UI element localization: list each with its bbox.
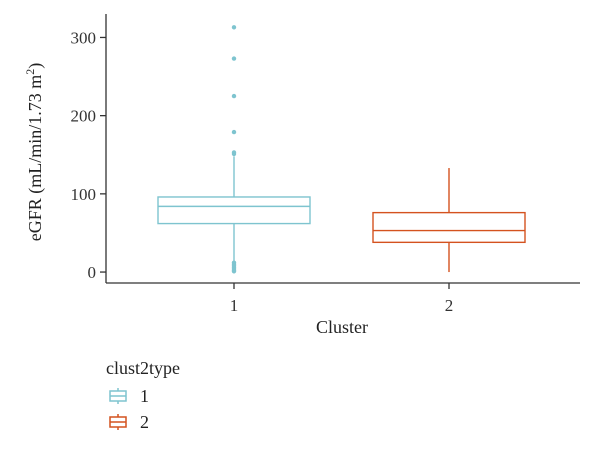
- x-tick-label: 2: [445, 296, 454, 315]
- legend-title: clust2type: [106, 358, 180, 378]
- y-tick-label: 200: [71, 107, 97, 126]
- y-tick-label: 100: [71, 185, 97, 204]
- y-tick-label: 300: [71, 28, 97, 47]
- box-cluster-1: [157, 25, 311, 274]
- outlier-point: [231, 269, 237, 274]
- legend: clust2type 1 2: [106, 358, 180, 435]
- y-axis-title: eGFR (mL/min/1.73 m2): [23, 63, 46, 242]
- y-axis-title-superscript: 2: [23, 69, 37, 75]
- box: [157, 196, 311, 225]
- box: [372, 211, 526, 244]
- legend-label-1: 1: [140, 385, 149, 406]
- outlier-point: [231, 151, 237, 157]
- y-axis: 0 100 200 300: [71, 14, 107, 283]
- outlier-point: [231, 93, 237, 99]
- x-tick-label: 1: [230, 296, 239, 315]
- y-tick-label: 0: [88, 263, 97, 282]
- outlier-point: [231, 56, 237, 61]
- y-axis-title-close: ): [25, 63, 46, 69]
- x-axis-title: Cluster: [316, 317, 368, 337]
- outlier-point: [231, 25, 237, 30]
- legend-item-2: 2: [106, 409, 180, 435]
- boxes: [157, 25, 526, 274]
- legend-key-2-icon: [109, 414, 127, 430]
- legend-key-1-icon: [109, 388, 127, 404]
- y-axis-title-main: eGFR (mL/min/1.73 m: [25, 75, 46, 242]
- outlier-point: [231, 129, 237, 135]
- legend-item-1: 1: [106, 383, 180, 409]
- box-cluster-2: [372, 168, 526, 273]
- legend-label-2: 2: [140, 411, 149, 432]
